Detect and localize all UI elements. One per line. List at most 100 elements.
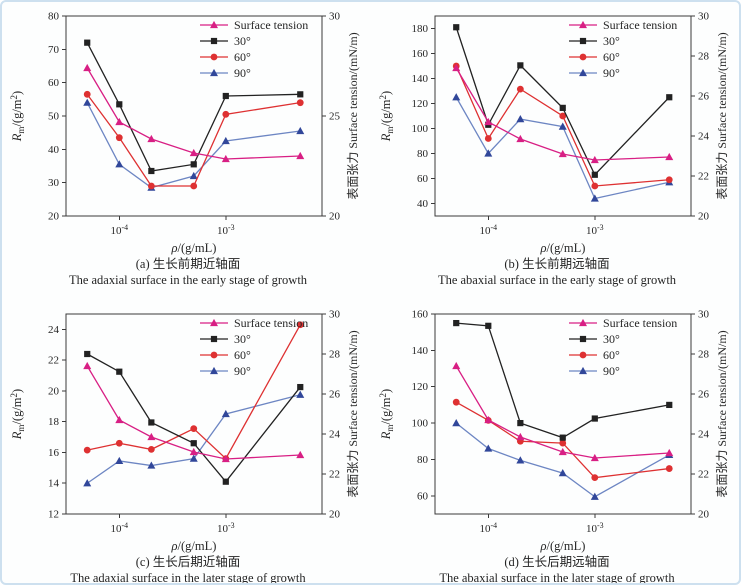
series-surface_tension-marker [296,151,305,160]
series-deg30 [84,39,304,175]
series-deg60-marker [665,465,673,472]
x-axis-title: ρ/(g/mL) [171,539,217,553]
series-surface_tension-line [455,67,670,161]
series-deg30-marker [222,478,229,485]
series-deg30-marker [116,101,123,108]
series-surface_tension-marker [590,453,599,462]
legend-surface_tension-marker [210,20,218,29]
series-deg30-marker [190,440,197,447]
series-deg60 [452,62,673,190]
chart-d-canvas: 60 80 100 120 140 160 20 22 24 26 28 30 10-4 10-3 Rm/(… [378,309,729,554]
series-deg60-marker [452,398,460,406]
series-surface_tension-marker [189,447,198,456]
series-deg60-marker [115,439,123,447]
series-surface_tension-marker [189,148,198,157]
y-right-tick-label: 30 [329,309,341,321]
legend-deg30-label: 30° [234,332,251,346]
y-left-tick-label: 120 [412,98,429,110]
series-deg30 [84,350,304,485]
series-surface_tension-marker [665,448,674,457]
y-axis-right-title: 表面张力 Surface tension/(mN/m) [715,32,729,199]
legend-deg30-marker [210,37,218,45]
series-deg60-marker [190,182,198,190]
chart-panel-d: 60 80 100 120 140 160 20 22 24 26 28 30 10-4 10-3 Rm/(… [373,302,739,584]
series-deg30-marker [453,24,460,31]
series-deg90 [452,418,674,500]
series-surface_tension-marker [516,134,525,143]
series-deg90-line [86,394,301,484]
series-deg30-marker [453,319,460,327]
chart-c-canvas: 12 14 16 18 20 22 24 20 22 24 26 28 30 10-4 10-3 Rm/(g/… [9,309,360,554]
y-right-tick-label: 28 [698,349,710,361]
series-deg30-marker [148,419,155,426]
series-deg60-marker [591,474,599,482]
series-deg60-marker [665,176,673,184]
series-deg30-marker [559,434,566,441]
y-left-tick-label: 160 [412,309,429,321]
series-surface_tension-line [86,67,301,160]
legend-deg60-marker [579,351,587,359]
series-deg90-line [86,102,301,189]
y-right-tick-label: 26 [698,389,710,401]
series-deg90-marker [115,160,124,168]
series-surface_tension-line [455,365,670,459]
legend-surface_tension-label: Surface tension [234,18,308,32]
legend-deg30-label: 30° [603,34,620,48]
y-right-tick-label: 26 [329,389,341,401]
series-deg30-marker [485,322,492,329]
legend-deg30-label: 30° [603,332,620,346]
series-surface_tension-marker [147,134,156,143]
series-deg30 [453,319,673,441]
caption-a-en: The adaxial surface in the early stage o… [68,273,308,287]
series-deg90-marker [115,456,124,465]
caption-c-en: The adaxial surface in the later stage o… [70,571,306,585]
y-right-tick-label: 24 [329,429,341,441]
series-deg30-marker [666,401,673,409]
series-surface_tension-marker [558,447,567,456]
legend-deg90-marker [210,68,218,77]
legend-deg90-marker [210,366,218,375]
series-surface_tension-marker [115,415,124,424]
legend-deg30-marker [210,335,218,343]
series-surface_tension [452,361,674,462]
series-deg90-marker [83,98,92,106]
y-left-tick-label: 160 [412,48,429,60]
legend-deg90-label: 90° [234,66,251,80]
series-deg90-marker [296,390,305,398]
series-deg60-marker [296,99,304,107]
x-axis-title: ρ/(g/mL) [171,241,217,255]
x-tick-label: 10-4 [479,223,497,237]
series-deg60-marker [559,112,567,120]
series-deg30-line [86,42,301,172]
y-left-tick-label: 30 [48,177,60,189]
y-left-tick-label: 22 [48,355,59,367]
series-deg60-marker [296,321,304,329]
y-right-tick-label: 30 [698,11,710,23]
series-deg90-marker [452,93,461,101]
y-right-tick-label: 24 [698,131,710,143]
series-deg30-line [455,27,670,176]
legend-surface_tension-marker [579,20,587,29]
series-deg30-marker [116,368,123,375]
chart-panel-c: 12 14 16 18 20 22 24 20 22 24 26 28 30 10-4 10-3 Rm/(g/… [4,302,372,585]
x-tick-label: 10-4 [110,521,128,535]
series-surface_tension-marker [452,63,461,72]
series-deg90-marker [83,479,92,487]
y-left-tick-label: 140 [412,345,429,357]
legend-deg60-marker [210,53,218,61]
legend-deg60-label: 60° [603,348,620,362]
y-left-tick-label: 40 [48,144,60,156]
y-right-tick-label: 28 [329,349,341,361]
y-axis-right-title: 表面张力 Surface tension/(mN/m) [715,330,729,497]
series-deg90 [83,98,305,191]
y-left-tick-label: 40 [417,198,429,210]
y-left-tick-label: 20 [48,211,60,223]
y-left-tick-label: 16 [48,447,60,459]
legend-deg90-label: 90° [234,364,251,378]
y-right-tick-label: 20 [329,211,341,223]
series-deg30-marker [148,167,155,175]
caption-c-zh: (c) 生长后期近轴面 [135,555,241,569]
y-axis-right-title: 表面张力 Surface tension/(mN/m) [346,330,360,497]
chart-b-canvas: 40 60 80 100 120 140 160 180 20 22 24 26 28 30 10-4 10-… [378,11,729,256]
series-deg30-marker [222,92,229,100]
